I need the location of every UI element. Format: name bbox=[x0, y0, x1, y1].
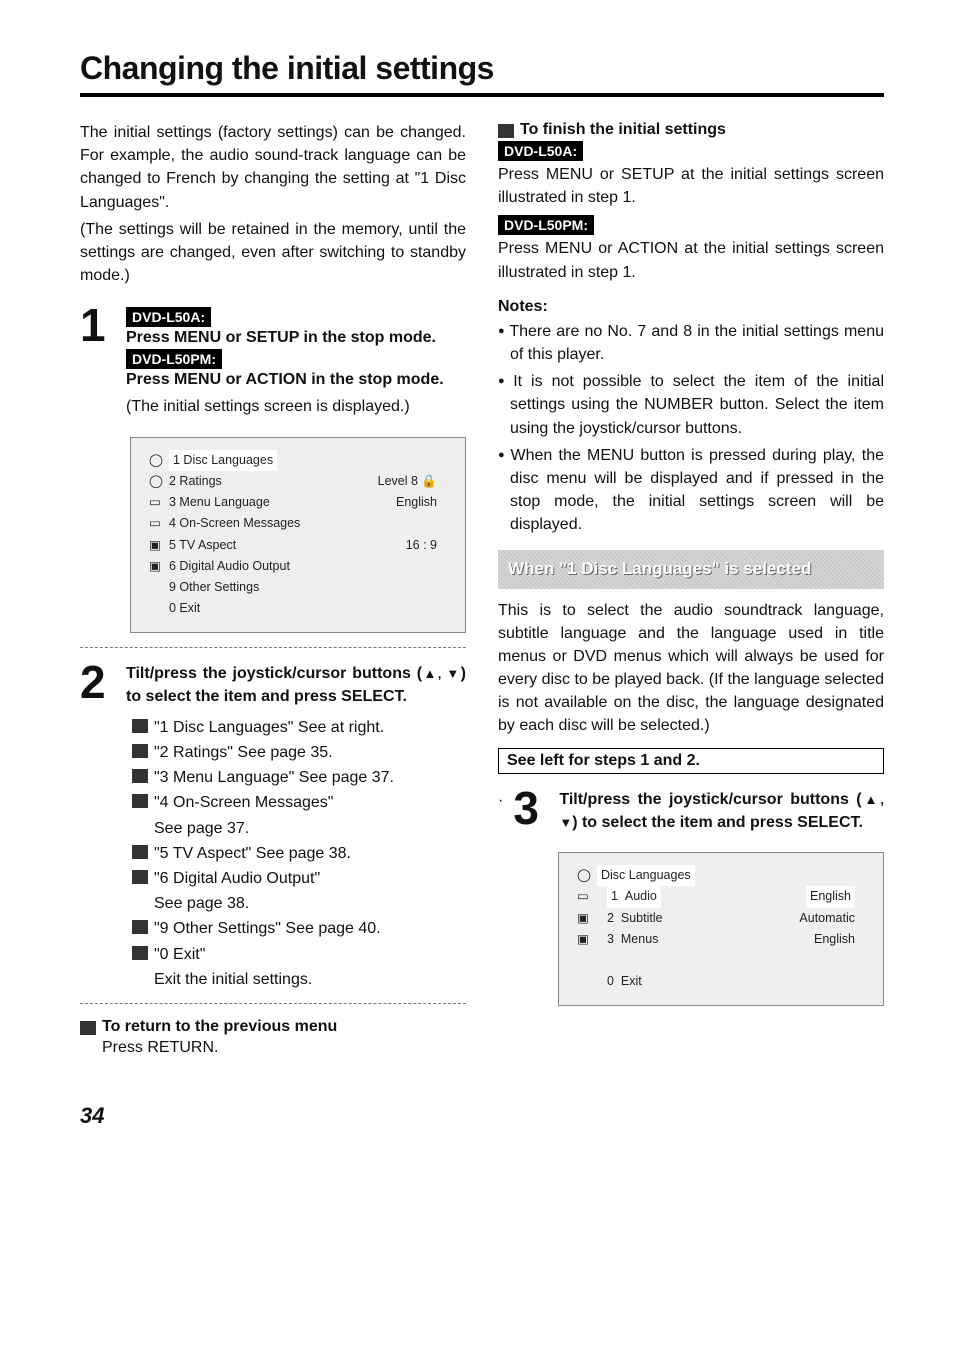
step-2: 2 Tilt/press the joystick/cursor buttons… bbox=[80, 662, 466, 993]
box-icon bbox=[80, 1021, 96, 1035]
intro-para-1: The initial settings (factory settings) … bbox=[80, 121, 466, 214]
notes-heading: Notes: bbox=[498, 298, 884, 316]
finish-line-a: Press MENU or SETUP at the initial setti… bbox=[498, 163, 884, 209]
step2-title: Tilt/press the joystick/cursor buttons (… bbox=[126, 662, 466, 708]
section-banner: When "1 Disc Languages" is selected bbox=[498, 550, 884, 588]
separator bbox=[80, 647, 466, 648]
content-columns: The initial settings (factory settings) … bbox=[80, 121, 884, 1063]
box-icon bbox=[498, 124, 514, 138]
step-3: · 3 Tilt/press the joystick/cursor butto… bbox=[498, 788, 884, 838]
right-column: To finish the initial settings DVD-L50A:… bbox=[498, 121, 884, 1063]
separator-2 bbox=[80, 1003, 466, 1004]
see-left-box: See left for steps 1 and 2. bbox=[498, 748, 884, 774]
reference-list: "1 Disc Languages" See at right."2 Ratin… bbox=[132, 716, 466, 991]
page-number: 34 bbox=[80, 1103, 884, 1129]
return-body: Press RETURN. bbox=[102, 1036, 466, 1059]
finish-heading: To finish the initial settings bbox=[498, 121, 884, 139]
model-badge-l50pm-2: DVD-L50PM: bbox=[498, 215, 594, 235]
step-number-3: 3 bbox=[513, 788, 549, 838]
left-column: The initial settings (factory settings) … bbox=[80, 121, 466, 1063]
settings-screen-2: ◯Disc Languages▭1 AudioEnglish▣2 Subtitl… bbox=[558, 852, 884, 1006]
step1-paren: (The initial settings screen is displaye… bbox=[126, 395, 466, 418]
model-badge-l50a: DVD-L50A: bbox=[126, 307, 211, 327]
settings-screen-1: ◯1 Disc Languages◯2 RatingsLevel 8 🔒▭3 M… bbox=[130, 437, 466, 633]
page-title: Changing the initial settings bbox=[80, 50, 884, 97]
return-heading: To return to the previous menu bbox=[80, 1018, 466, 1036]
step1-line-b: Press MENU or ACTION in the stop mode. bbox=[126, 371, 444, 388]
notes-list: There are no No. 7 and 8 in the initial … bbox=[498, 320, 884, 537]
step1-line-a: Press MENU or SETUP in the stop mode. bbox=[126, 329, 436, 346]
section-body: This is to select the audio soundtrack l… bbox=[498, 599, 884, 738]
step-number-1: 1 bbox=[80, 305, 116, 422]
model-badge-l50a-2: DVD-L50A: bbox=[498, 141, 583, 161]
step3-title: Tilt/press the joystick/cursor buttons (… bbox=[559, 788, 884, 834]
intro-para-2: (The settings will be retained in the me… bbox=[80, 218, 466, 288]
model-badge-l50pm: DVD-L50PM: bbox=[126, 349, 222, 369]
finish-line-b: Press MENU or ACTION at the initial sett… bbox=[498, 237, 884, 283]
step-1: 1 DVD-L50A: Press MENU or SETUP in the s… bbox=[80, 305, 466, 422]
step-number-2: 2 bbox=[80, 662, 116, 993]
